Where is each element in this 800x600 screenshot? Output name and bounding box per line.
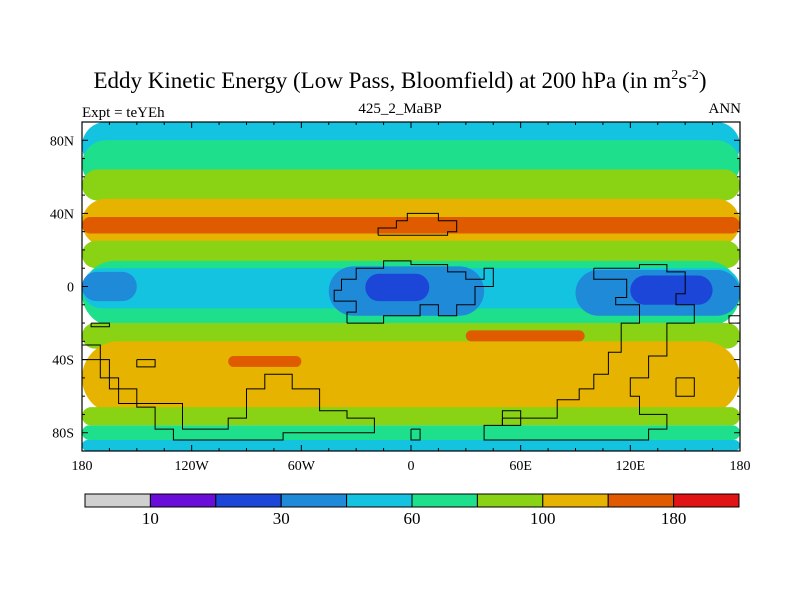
colorbar-label: 60 xyxy=(404,509,421,528)
y-tick-label: 40S xyxy=(52,354,74,369)
y-tick-label: 80S xyxy=(52,427,74,442)
y-tick-label: 80N xyxy=(50,134,74,149)
colorbar-label: 30 xyxy=(273,509,290,528)
coastlines xyxy=(82,212,740,441)
title-suffix: ) xyxy=(698,68,707,93)
map-axes: 180 120W 60W 0 60E 120E 180 80N 40N 0 40S 80S xyxy=(50,121,751,474)
experiment-label: Expt = teYEh xyxy=(82,105,165,121)
x-tick-label: 0 xyxy=(408,459,415,474)
contour-band-4 xyxy=(82,217,740,234)
coastline-9 xyxy=(728,315,740,324)
colorbar-label: 100 xyxy=(530,509,556,528)
colorbar-box-8 xyxy=(607,493,675,508)
season-label: ANN xyxy=(708,101,742,117)
title-prefix: Eddy Kinetic Energy (Low Pass, Bloomfiel… xyxy=(93,68,672,93)
coastline-6 xyxy=(675,377,695,397)
colorbar-box-7 xyxy=(542,493,609,508)
colorbar-label: 180 xyxy=(661,509,687,528)
colorbar-box-9 xyxy=(673,493,740,508)
contour-band-15 xyxy=(465,330,585,342)
colorbar-box-1 xyxy=(149,493,217,508)
chart-subtitle: 425_2_MaBP xyxy=(358,101,442,117)
colorbar-box-5 xyxy=(411,493,478,508)
colorbar-box-4 xyxy=(346,493,413,508)
y-tick-label: 40N xyxy=(50,207,74,222)
colorbar-box-3 xyxy=(280,493,348,508)
colorbar: 10 30 60 100 180 xyxy=(84,493,740,528)
x-tick-label: 180 xyxy=(730,459,751,474)
contour-band-16 xyxy=(228,355,302,367)
contour-band-10 xyxy=(365,273,430,302)
contour-band-2 xyxy=(82,169,740,201)
colorbar-label: 10 xyxy=(142,509,159,528)
coastline-0 xyxy=(333,260,494,324)
x-tick-label: 180 xyxy=(72,459,93,474)
x-tick-label: 120W xyxy=(175,459,210,474)
colorbar-box-0 xyxy=(84,493,151,508)
colorbar-box-6 xyxy=(476,493,544,508)
x-tick-label: 60E xyxy=(509,459,532,474)
coastline-3 xyxy=(90,322,110,328)
title-sup-2: -2 xyxy=(687,68,699,83)
x-tick-label: 120E xyxy=(616,459,646,474)
coastline-2 xyxy=(483,264,695,441)
contour-band-8 xyxy=(82,271,137,302)
contour-fields xyxy=(82,122,740,451)
x-tick-label: 60W xyxy=(288,459,316,474)
chart-title: Eddy Kinetic Energy (Low Pass, Bloomfiel… xyxy=(0,68,800,94)
title-sup-1: 2 xyxy=(671,68,679,83)
coastline-5 xyxy=(136,359,156,368)
contour-band-17 xyxy=(82,407,740,426)
colorbar-box-2 xyxy=(215,493,282,508)
coastline-8 xyxy=(501,417,522,426)
coastline-7 xyxy=(410,428,421,441)
title-mid: s xyxy=(678,68,688,93)
y-tick-label: 0 xyxy=(67,281,74,296)
coastline-1 xyxy=(377,212,458,236)
coastline-4 xyxy=(82,344,375,441)
contour-band-12 xyxy=(630,275,713,305)
